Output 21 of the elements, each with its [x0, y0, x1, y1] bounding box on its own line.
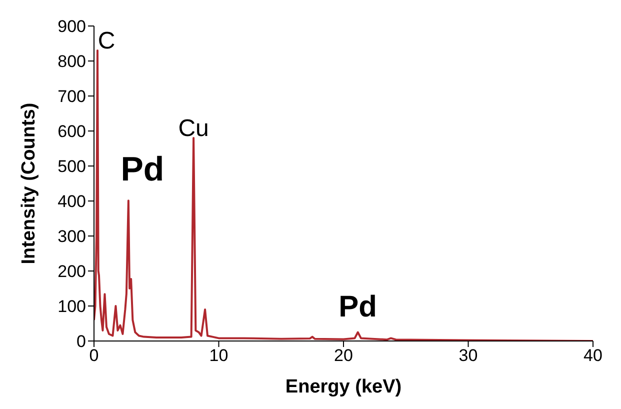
y-tick-label: 600: [58, 122, 86, 142]
annotation: Cu: [178, 115, 209, 142]
y-tick-label: 300: [58, 227, 86, 246]
y-tick-label: 100: [58, 297, 86, 316]
annotation: C: [98, 28, 116, 54]
y-tick-label: 800: [58, 52, 86, 72]
y-tick-label: 500: [58, 157, 86, 176]
x-axis-title: Energy (keV): [285, 376, 402, 398]
annotation: Pd: [120, 150, 164, 189]
x-tick-label: 40: [584, 346, 602, 366]
y-tick-label: 700: [58, 87, 86, 106]
y-axis-title: Intensity (Counts): [18, 102, 40, 264]
annotation: Pd: [338, 290, 378, 324]
x-tick-label: 30: [458, 346, 478, 366]
y-tick-label: 400: [58, 192, 86, 212]
y-tick-label: 900: [58, 17, 86, 36]
y-tick-label: 0: [76, 332, 86, 352]
y-tick-label: 200: [58, 262, 86, 282]
x-tick-label: 20: [334, 346, 353, 366]
x-tick-label: 10: [209, 346, 228, 366]
x-tick-label: 0: [89, 346, 99, 366]
